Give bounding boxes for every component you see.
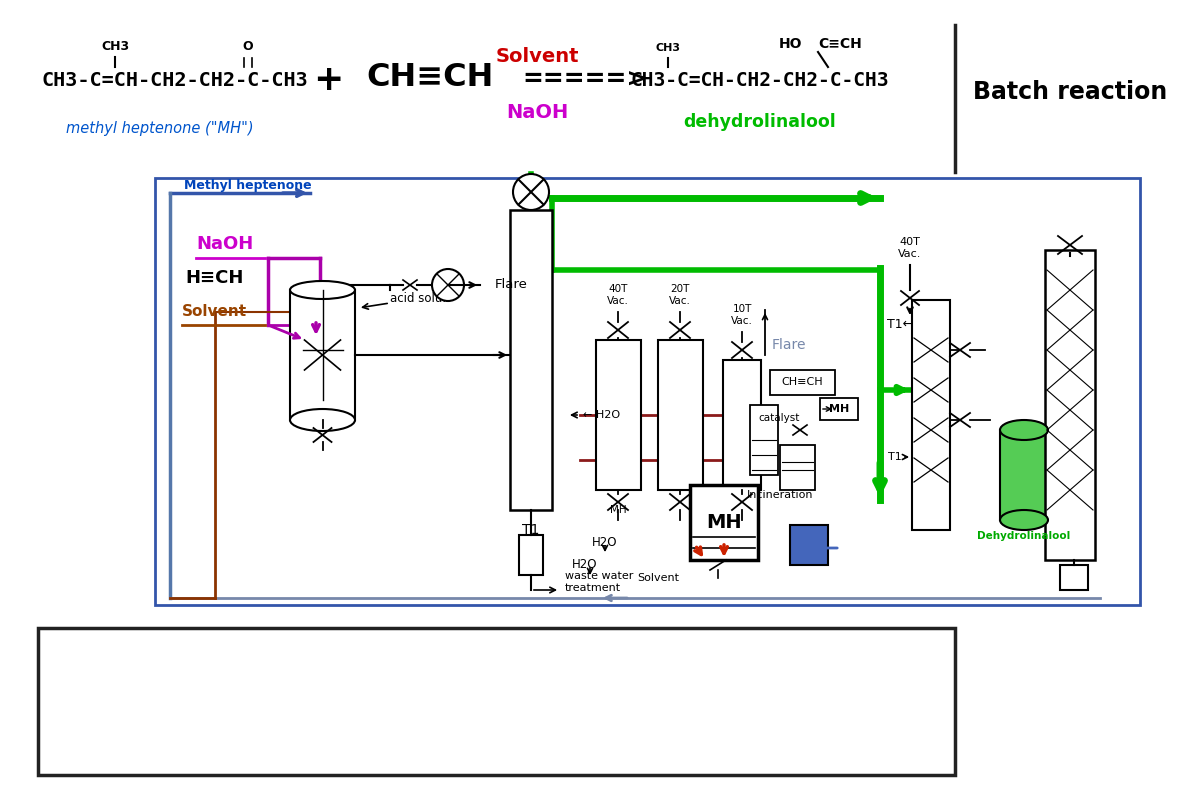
Text: CH3: CH3 bbox=[655, 43, 680, 53]
Bar bbox=[912, 300, 950, 530]
Ellipse shape bbox=[290, 409, 355, 431]
Text: MH: MH bbox=[706, 513, 742, 531]
Text: CH≡CH: CH≡CH bbox=[366, 62, 493, 94]
Bar bbox=[790, 525, 828, 565]
Text: catalyst: catalyst bbox=[758, 413, 799, 423]
Text: Batch reaction: Batch reaction bbox=[973, 80, 1168, 104]
Bar bbox=[1045, 250, 1096, 560]
Text: Flare: Flare bbox=[496, 278, 528, 291]
Bar bbox=[290, 290, 355, 420]
Text: Solvent: Solvent bbox=[182, 305, 247, 319]
Text: Incineration: Incineration bbox=[746, 490, 814, 500]
Bar bbox=[1000, 430, 1048, 520]
Text: CH3-C=CH-CH2-CH2-C-CH3: CH3-C=CH-CH2-CH2-C-CH3 bbox=[631, 70, 889, 90]
Text: CH3-C=CH-CH2-CH2-C-CH3: CH3-C=CH-CH2-CH2-C-CH3 bbox=[42, 70, 308, 90]
Text: H≡CH: H≡CH bbox=[185, 269, 244, 287]
Bar bbox=[690, 485, 758, 560]
Text: 40T
Vac.: 40T Vac. bbox=[899, 238, 922, 258]
Text: O: O bbox=[242, 41, 253, 54]
Text: C≡CH: C≡CH bbox=[818, 37, 862, 51]
Text: MH: MH bbox=[610, 505, 626, 515]
Text: 10T
Vac.: 10T Vac. bbox=[731, 304, 752, 326]
Text: 40T
Vac.: 40T Vac. bbox=[607, 284, 629, 306]
Circle shape bbox=[432, 269, 464, 301]
Text: ← H2O: ← H2O bbox=[583, 410, 620, 420]
Bar bbox=[820, 398, 858, 420]
Text: Solvent: Solvent bbox=[496, 47, 578, 66]
Text: T1←: T1← bbox=[887, 318, 913, 331]
Text: NaOH: NaOH bbox=[506, 102, 568, 122]
Bar bbox=[595, 340, 641, 490]
Bar bbox=[658, 340, 702, 490]
Bar bbox=[1060, 565, 1088, 590]
Ellipse shape bbox=[290, 281, 355, 299]
Bar bbox=[520, 535, 542, 575]
Circle shape bbox=[514, 174, 550, 210]
Text: methyl heptenone ("MH"): methyl heptenone ("MH") bbox=[66, 121, 254, 135]
Bar bbox=[750, 405, 778, 475]
Text: +: + bbox=[313, 63, 343, 97]
Ellipse shape bbox=[1000, 420, 1048, 440]
Bar bbox=[780, 445, 815, 490]
Text: CH≡CH: CH≡CH bbox=[781, 377, 823, 387]
Text: Solvent: Solvent bbox=[637, 573, 679, 583]
Text: Dehydrolinalool: Dehydrolinalool bbox=[977, 531, 1070, 541]
Text: MH: MH bbox=[829, 404, 850, 414]
Text: acid solu.: acid solu. bbox=[390, 291, 446, 305]
Text: T1: T1 bbox=[888, 452, 902, 462]
Text: H2O: H2O bbox=[572, 558, 598, 571]
Bar bbox=[510, 210, 552, 510]
Text: Methyl heptenone: Methyl heptenone bbox=[184, 178, 312, 191]
Text: HO: HO bbox=[779, 37, 802, 51]
Text: NaOH: NaOH bbox=[196, 235, 253, 253]
Text: H2O: H2O bbox=[593, 537, 618, 550]
Text: Flare: Flare bbox=[772, 338, 806, 352]
Text: waste water
treatment: waste water treatment bbox=[565, 571, 634, 593]
Text: =====>: =====> bbox=[522, 68, 648, 92]
Text: 20T
Vac.: 20T Vac. bbox=[670, 284, 691, 306]
Text: CH3: CH3 bbox=[101, 41, 130, 54]
Bar bbox=[38, 628, 955, 775]
Bar bbox=[770, 370, 835, 395]
Ellipse shape bbox=[1000, 510, 1048, 530]
Text: T1: T1 bbox=[522, 523, 540, 537]
Bar bbox=[722, 360, 761, 490]
Bar bbox=[155, 178, 1140, 605]
Text: dehydrolinalool: dehydrolinalool bbox=[684, 113, 836, 131]
